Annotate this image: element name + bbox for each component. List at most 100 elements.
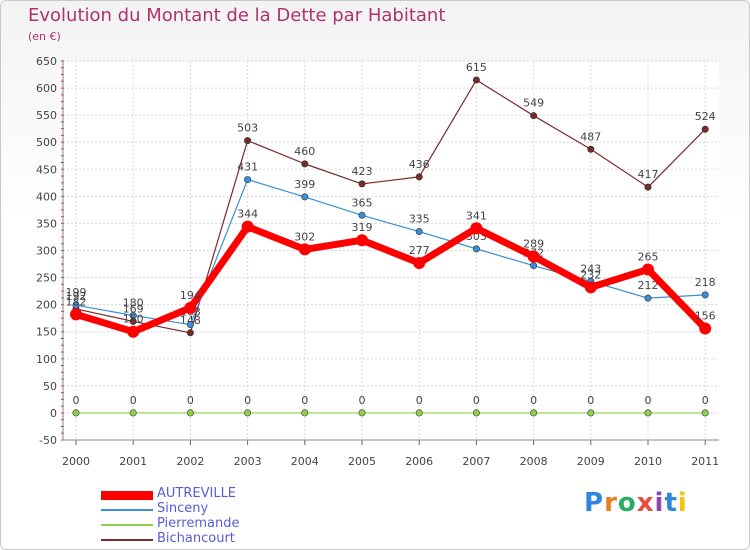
legend-label-sinceny: Sinceny — [157, 501, 209, 516]
data-point-sinceny — [129, 311, 137, 319]
y-tick-label: 0 — [50, 407, 57, 420]
chart-subtitle: (en €) — [28, 30, 61, 43]
data-label-autreville: 150 — [123, 313, 144, 326]
legend-label-bichancourt: Bichancourt — [157, 531, 235, 546]
y-tick-label: -50 — [39, 434, 57, 447]
data-point-pierremande — [530, 409, 538, 417]
data-label-autreville: 182 — [66, 295, 87, 308]
data-label-pierremande: 0 — [416, 394, 423, 407]
data-label-autreville: 232 — [580, 268, 601, 281]
data-point-pierremande — [472, 409, 480, 417]
data-point-pierremande — [244, 409, 252, 417]
data-label-bichancourt: 487 — [580, 130, 601, 143]
data-point-bichancourt — [186, 329, 194, 337]
proxiti-logo: Proxiti — [584, 488, 688, 518]
data-label-sinceny: 218 — [695, 276, 716, 289]
data-label-sinceny: 243 — [580, 262, 601, 275]
data-point-pierremande — [644, 409, 652, 417]
x-tick-label: 2003 — [234, 455, 262, 468]
data-label-sinceny: 199 — [66, 286, 87, 299]
y-tick-label: 400 — [36, 190, 57, 203]
x-tick-label: 2007 — [462, 455, 490, 468]
data-label-sinceny: 335 — [409, 213, 430, 226]
y-tick-label: 50 — [43, 380, 57, 393]
data-point-autreville — [70, 308, 82, 321]
data-label-pierremande: 0 — [473, 394, 480, 407]
y-tick-label: 500 — [36, 136, 57, 149]
data-point-pierremande — [415, 409, 423, 417]
x-tick-label: 2008 — [520, 455, 548, 468]
data-label-pierremande: 0 — [587, 394, 594, 407]
data-label-bichancourt: 192 — [66, 290, 87, 303]
y-tick-label: 250 — [36, 272, 57, 285]
data-label-autreville: 341 — [466, 209, 487, 222]
chart-title: Evolution du Montant de la Dette par Hab… — [28, 5, 446, 26]
data-point-autreville — [127, 325, 140, 338]
legend-swatch-autreville — [101, 491, 153, 500]
data-point-sinceny — [415, 228, 423, 236]
logo-letter: i — [654, 488, 665, 518]
data-point-pierremande — [587, 409, 595, 417]
logo-letter: r — [604, 488, 618, 518]
data-label-sinceny: 431 — [237, 161, 258, 174]
data-label-bichancourt: 417 — [638, 168, 659, 181]
data-point-sinceny — [530, 262, 538, 270]
data-label-pierremande: 0 — [187, 394, 194, 407]
data-point-bichancourt — [415, 173, 423, 181]
data-point-autreville — [527, 250, 540, 263]
data-point-pierremande — [358, 409, 366, 417]
data-point-sinceny — [72, 301, 80, 309]
data-label-pierremande: 0 — [645, 394, 652, 407]
x-tick-label: 2009 — [577, 455, 605, 468]
y-tick-label: 650 — [36, 55, 57, 68]
data-label-pierremande: 0 — [702, 394, 709, 407]
y-tick-label: 300 — [36, 245, 57, 258]
y-tick-label: 450 — [36, 163, 57, 176]
data-point-autreville — [241, 220, 254, 233]
data-label-pierremande: 0 — [244, 394, 251, 407]
data-point-sinceny — [301, 193, 309, 201]
data-label-pierremande: 0 — [73, 394, 80, 407]
data-label-bichancourt: 615 — [466, 61, 487, 74]
data-label-sinceny: 212 — [638, 279, 659, 292]
data-point-autreville — [642, 263, 654, 276]
data-point-sinceny — [472, 245, 480, 253]
x-tick-label: 2001 — [119, 455, 147, 468]
data-label-sinceny: 399 — [294, 178, 315, 191]
y-tick-label: 200 — [36, 299, 57, 312]
x-tick-label: 2011 — [691, 455, 719, 468]
logo-letter: o — [617, 488, 637, 518]
data-label-bichancourt: 436 — [409, 158, 430, 171]
data-point-bichancourt — [644, 183, 652, 191]
data-point-autreville — [699, 322, 712, 335]
data-point-bichancourt — [358, 180, 366, 188]
logo-letter: P — [584, 488, 605, 518]
series-line-bichancourt — [75, 79, 706, 334]
data-point-autreville — [356, 234, 368, 247]
y-tick-label: 550 — [36, 109, 57, 122]
logo-letter: x — [636, 488, 655, 518]
logo-letter: i — [677, 488, 688, 518]
y-tick-label: 600 — [36, 82, 57, 95]
data-label-sinceny: 365 — [352, 196, 373, 209]
data-point-pierremande — [72, 409, 80, 417]
data-point-sinceny — [186, 321, 194, 329]
data-label-bichancourt: 169 — [123, 302, 144, 315]
data-label-autreville: 289 — [523, 237, 544, 250]
data-point-sinceny — [644, 294, 652, 302]
legend-swatch-bichancourt — [101, 539, 153, 541]
legend-swatch-sinceny — [101, 509, 153, 511]
data-point-autreville — [298, 243, 311, 256]
x-tick-label: 2005 — [348, 455, 376, 468]
legend-label-autreville: AUTREVILLE — [157, 486, 237, 501]
data-point-pierremande — [701, 409, 709, 417]
data-point-bichancourt — [530, 112, 538, 120]
data-label-autreville: 156 — [695, 309, 716, 322]
data-label-pierremande: 0 — [130, 394, 137, 407]
data-point-autreville — [584, 281, 597, 294]
data-point-bichancourt — [301, 160, 309, 168]
x-tick-label: 2004 — [291, 455, 319, 468]
data-label-autreville: 302 — [294, 230, 315, 243]
